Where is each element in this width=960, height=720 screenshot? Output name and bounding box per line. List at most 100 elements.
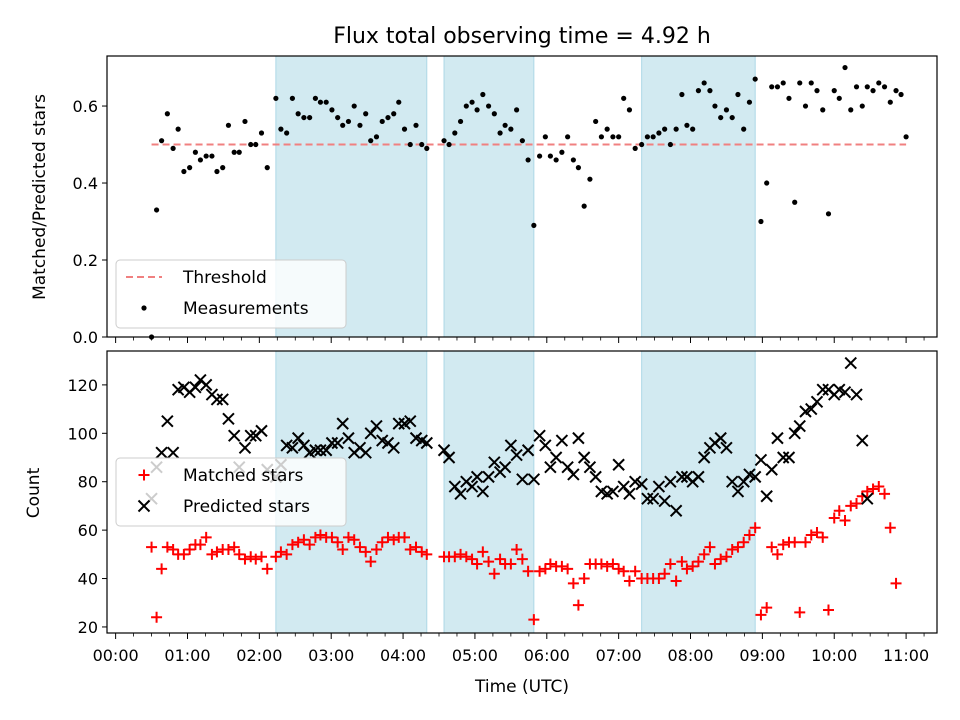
predicted-star-point: [155, 446, 168, 459]
matched-star-point: [354, 541, 366, 553]
predicted-star-point: [844, 356, 857, 370]
y-tick-label: 40: [78, 570, 98, 589]
measurement-point: [401, 126, 408, 132]
matched-star-point: [416, 546, 428, 558]
predicted-star-point: [641, 492, 654, 505]
measurement-point: [317, 99, 324, 105]
measurement-point: [419, 141, 425, 148]
measurement-point: [253, 141, 259, 148]
predicted-star-point: [810, 395, 824, 409]
matched-star-point: [867, 483, 879, 495]
measurement-point: [887, 99, 893, 105]
predicted-star-point: [623, 487, 636, 501]
matched-star-point: [534, 565, 546, 577]
top-y-axis-label: Matched/Predicted stars: [30, 94, 50, 300]
plot-frame: [106, 350, 938, 634]
predicted-star-point: [805, 402, 818, 416]
y-tick-label: 100: [67, 424, 98, 443]
predicted-star-point: [222, 412, 235, 425]
predicted-star-point: [255, 424, 268, 438]
matched-star-point: [404, 543, 416, 555]
matched-star-point: [146, 541, 158, 553]
measurement-point: [242, 118, 248, 125]
matched-star-point: [709, 558, 721, 570]
measurement-point: [570, 157, 576, 163]
matched-star-point: [304, 539, 316, 551]
matched-star-point: [200, 531, 212, 543]
measurement-point: [621, 95, 627, 101]
measurement-point: [662, 126, 668, 132]
predicted-star-point: [816, 383, 829, 396]
matched-star-point: [861, 485, 873, 497]
measurement-point: [295, 111, 301, 117]
predicted-star-point: [342, 431, 355, 445]
predicted-star-point: [442, 451, 456, 464]
y-tick-label: 0.2: [73, 251, 98, 270]
measurement-point: [159, 138, 165, 144]
predicted-star-point: [725, 475, 739, 488]
matched-star-point: [270, 551, 282, 563]
matched-star-point: [275, 546, 287, 558]
predicted-star-point: [555, 434, 569, 447]
predicted-star-point: [577, 451, 591, 464]
predicted-star-point: [516, 473, 529, 486]
matched-star-point: [738, 536, 750, 548]
predicted-star-point: [788, 427, 801, 440]
matched-star-point: [488, 568, 500, 580]
predicted-star-point: [309, 444, 322, 457]
matched-star-point: [822, 604, 834, 616]
measurement-point: [491, 111, 497, 117]
legend-matched-symbol: [138, 469, 150, 481]
measurement-point: [870, 88, 876, 94]
predicted-star-point: [238, 441, 252, 455]
measurement-point: [537, 153, 543, 159]
measurement-point: [797, 80, 803, 86]
predicted-star-point: [244, 429, 257, 442]
predicted-star-point: [765, 463, 778, 476]
matched-star-point: [399, 531, 411, 543]
measurement-point: [175, 126, 181, 132]
measurement-point: [604, 126, 610, 132]
predicted-star-point: [448, 480, 462, 493]
y-tick-label: 80: [78, 473, 98, 492]
matched-star-point: [629, 565, 641, 577]
matched-star-point: [879, 488, 891, 500]
predicted-star-point: [861, 492, 874, 505]
measurement-point: [519, 138, 525, 144]
x-tick-label: 08:00: [667, 646, 713, 665]
measurement-point: [385, 114, 391, 121]
matched-star-point: [382, 531, 394, 543]
matched-star-point: [601, 560, 613, 572]
measurement-point: [553, 157, 559, 163]
matched-star-point: [314, 529, 326, 541]
y-tick-label: 20: [78, 618, 98, 637]
measurement-point: [258, 130, 265, 136]
bottom-y-axis-label: Count: [24, 467, 44, 518]
measurement-point: [695, 88, 702, 94]
matched-star-point: [332, 536, 344, 548]
matched-star-point: [522, 565, 534, 577]
measurement-point: [764, 180, 770, 186]
measurement-point: [164, 111, 170, 117]
measurement-point: [485, 103, 492, 109]
matched-star-point: [777, 539, 789, 551]
x-tick-label: 10:00: [811, 646, 857, 665]
predicted-star-point: [539, 439, 552, 452]
matched-star-point: [572, 599, 584, 611]
measurement-point: [587, 176, 593, 182]
observing-span: [641, 55, 756, 338]
measurement-point: [525, 157, 531, 163]
measurement-point: [278, 126, 284, 132]
matched-star-point: [578, 573, 590, 585]
matched-star-point: [167, 543, 179, 555]
predicted-star-point: [856, 434, 869, 447]
matched-star-point: [178, 548, 190, 560]
measurement-point: [181, 168, 187, 175]
measurement-point: [808, 80, 814, 86]
x-tick-label: 02:00: [236, 646, 282, 665]
measurement-point: [825, 211, 832, 217]
predicted-star-point: [189, 381, 202, 394]
predicted-star-point: [465, 480, 479, 493]
x-tick-label: 05:00: [452, 646, 498, 665]
matched-star-point: [556, 560, 568, 572]
